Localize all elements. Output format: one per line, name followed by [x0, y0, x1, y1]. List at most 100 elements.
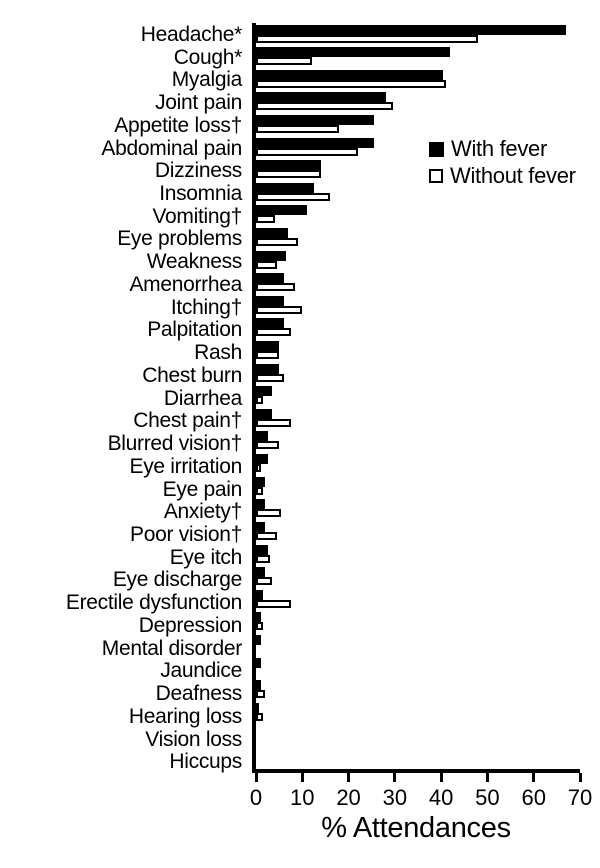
category-label: Joint pain — [155, 91, 242, 115]
bar-without-fever — [256, 441, 280, 450]
bar-with-fever — [256, 47, 451, 58]
bar-without-fever — [256, 486, 263, 495]
category-label: Insomnia — [159, 182, 242, 205]
bar-with-fever — [256, 295, 284, 306]
bar-with-fever — [256, 499, 266, 510]
bar-with-fever — [256, 341, 280, 352]
bar-row — [256, 91, 580, 114]
bar-with-fever — [256, 567, 266, 578]
category-label: Amenorrhea — [129, 272, 242, 296]
bar-row — [256, 430, 580, 453]
bar-row — [256, 588, 580, 611]
bar-row — [256, 181, 580, 204]
category-label: Headache* — [140, 22, 243, 46]
bar-with-fever — [256, 589, 263, 600]
x-tick-mark — [439, 773, 443, 782]
category-label: Anxiety† — [163, 500, 242, 524]
bar-row — [256, 453, 580, 476]
bar-with-fever — [256, 476, 266, 487]
bar-row — [256, 340, 580, 363]
bar-row — [256, 701, 580, 724]
bar-with-fever — [256, 273, 284, 284]
bar-with-fever — [256, 431, 268, 442]
legend-item-without-fever: Without fever — [429, 165, 576, 187]
plot-area — [252, 23, 580, 773]
category-label: Erectile dysfunction — [65, 591, 242, 615]
bar-with-fever — [256, 250, 287, 261]
bar-with-fever — [256, 24, 567, 35]
bar-row — [256, 566, 580, 589]
bar-row — [256, 498, 580, 521]
category-label: Jaundice — [160, 659, 242, 683]
x-tick-mark — [532, 773, 536, 782]
bar-with-fever — [256, 227, 289, 238]
bar-without-fever — [256, 464, 261, 473]
category-label: Depression — [138, 613, 243, 637]
bar-row — [256, 520, 580, 543]
bar-with-fever — [256, 454, 268, 465]
legend: With fever Without fever — [429, 138, 576, 192]
bar-without-fever — [256, 124, 340, 133]
bar-with-fever — [256, 182, 314, 193]
bar-row — [256, 23, 580, 46]
category-label: Cough* — [173, 45, 243, 69]
category-label: Eye problems — [117, 227, 242, 251]
bar-without-fever — [256, 554, 270, 563]
category-label: Appetite loss† — [114, 113, 242, 137]
category-label: Chest burn — [142, 363, 242, 387]
bar-without-fever — [256, 237, 298, 246]
category-label: Itching† — [170, 295, 242, 319]
category-label: Myalgia — [171, 68, 243, 92]
bar-row — [256, 46, 580, 69]
bar-with-fever — [256, 702, 259, 713]
bar-with-fever — [256, 205, 307, 216]
bar-row — [256, 272, 580, 295]
category-label: Eye discharge — [112, 568, 242, 592]
bar-without-fever — [256, 351, 280, 360]
bar-with-fever — [256, 657, 261, 668]
category-label: Deafness — [155, 682, 243, 706]
category-label: Blurred vision† — [107, 432, 243, 456]
legend-label-without-fever: Without fever — [450, 163, 576, 188]
bar-without-fever — [256, 147, 358, 156]
bar-row — [256, 407, 580, 430]
bar-with-fever — [256, 634, 261, 645]
x-tick-label: 70 — [567, 785, 593, 810]
bar-with-fever — [256, 69, 444, 80]
bar-row — [256, 724, 580, 747]
x-tick-mark — [254, 773, 258, 782]
category-label: Dizziness — [154, 159, 242, 183]
category-label: Eye irritation — [129, 454, 242, 478]
x-tick-label: 20 — [336, 785, 361, 810]
category-label: Rash — [194, 341, 242, 365]
x-tick-label: 30 — [382, 785, 408, 810]
bar-row — [256, 249, 580, 272]
bar-without-fever — [256, 283, 296, 292]
bar-row — [256, 385, 580, 408]
x-tick-label: 0 — [249, 785, 263, 810]
x-tick-mark — [300, 773, 304, 782]
bar-row — [256, 113, 580, 136]
x-tick-mark — [393, 773, 397, 782]
bar-without-fever — [256, 418, 291, 427]
bar-with-fever — [256, 386, 273, 397]
bar-without-fever — [256, 102, 393, 111]
bar-without-fever — [256, 599, 291, 608]
bar-without-fever — [256, 690, 266, 699]
bar-row — [256, 294, 580, 317]
bar-row — [256, 204, 580, 227]
bar-row — [256, 656, 580, 679]
bar-with-fever — [256, 680, 261, 691]
bar-with-fever — [256, 612, 261, 623]
bar-row — [256, 159, 580, 182]
category-axis-labels: Headache* Cough* Myalgia Joint pain Appetite… — [0, 23, 247, 773]
bar-with-fever — [256, 160, 321, 171]
bar-with-fever — [256, 521, 266, 532]
category-label: Vomiting† — [152, 204, 242, 228]
legend-swatch-filled-icon — [429, 141, 444, 157]
category-label: Vision loss — [145, 727, 242, 751]
legend-swatch-open-icon — [429, 169, 443, 183]
legend-item-with-fever: With fever — [429, 138, 576, 160]
category-label: Eye pain — [162, 477, 243, 501]
bar-row — [256, 317, 580, 340]
